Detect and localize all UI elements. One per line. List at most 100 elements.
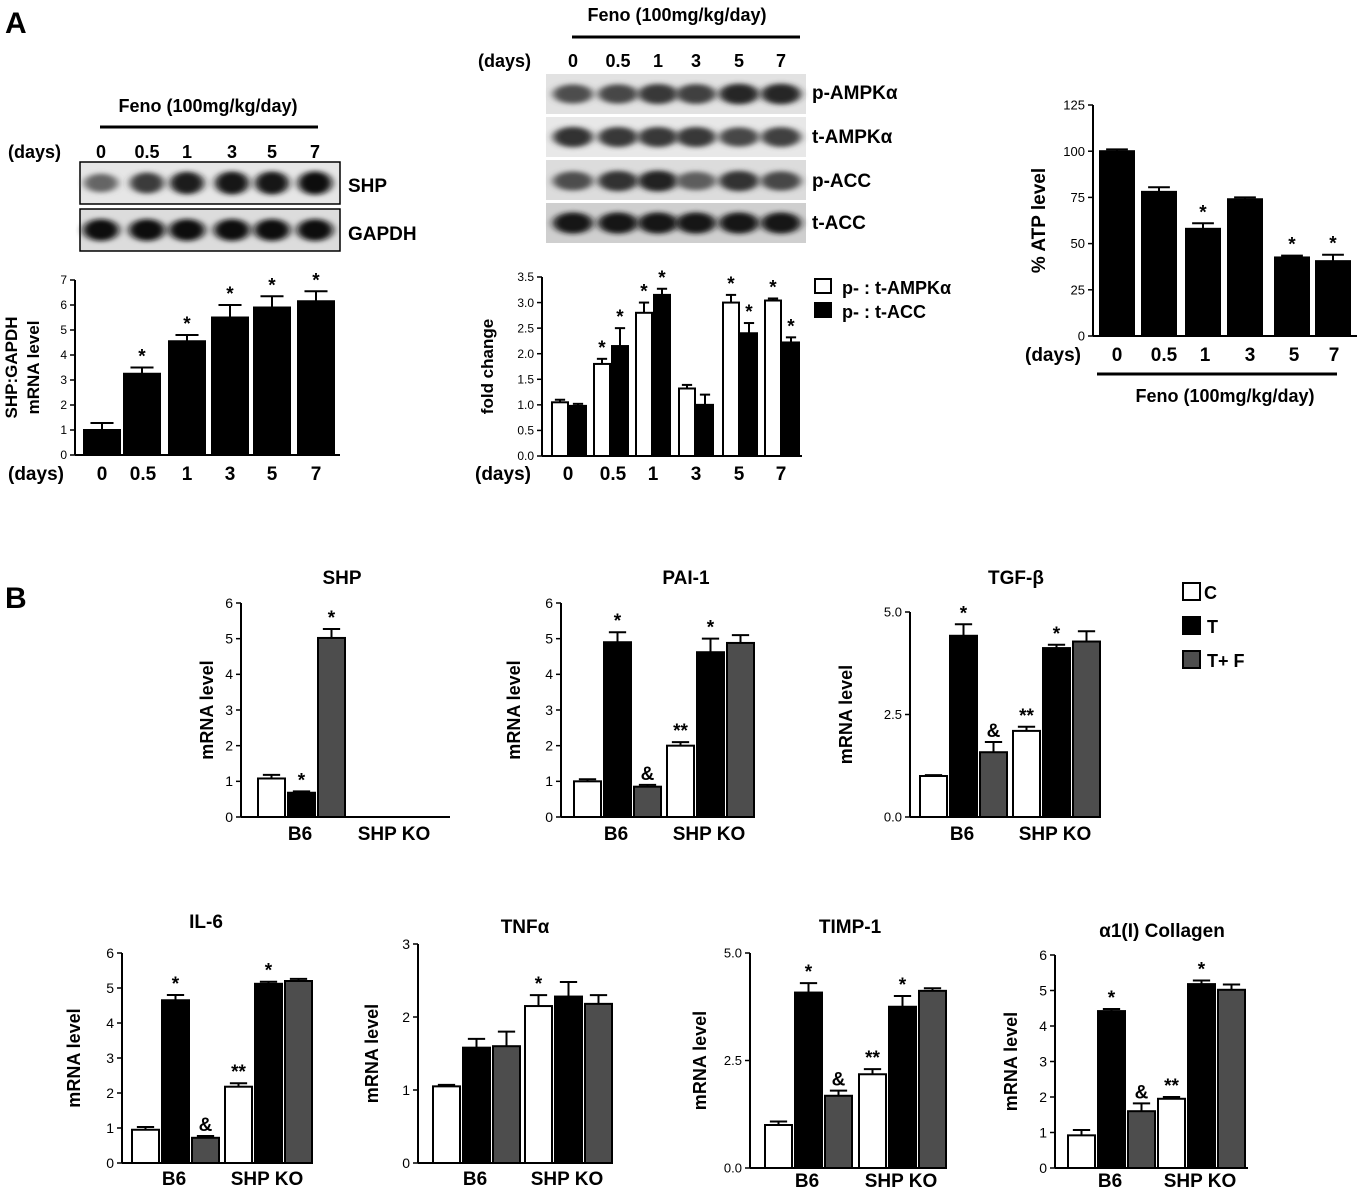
- chart-bar: [764, 1124, 793, 1169]
- blot-ampk-band: [676, 212, 716, 234]
- chart-x-tick-label: 0.5: [1151, 345, 1178, 366]
- chart-title: TNFα: [501, 917, 550, 938]
- chart-x-tick-label: 3: [1245, 345, 1256, 366]
- chart-y-axis-label: mRNA level: [836, 665, 856, 764]
- chart-shp_mrna: 0 1 2 3 4 5 6 mRNA level SHP * * B6 SHP KO: [197, 568, 450, 845]
- chart-y-tick-label: 0.5: [517, 424, 534, 438]
- chart-y-tick-label: 6: [60, 298, 67, 312]
- chart-bar: [603, 641, 632, 818]
- chart-y-tick-label: 0: [402, 1155, 410, 1171]
- chart-bar: [1012, 729, 1041, 819]
- chart-y-tick-label: 0: [1039, 1160, 1047, 1176]
- chart-x-tick-label: 7: [776, 464, 787, 485]
- chart-bar: [1187, 983, 1216, 1169]
- chart-y-tick-label: 0: [106, 1155, 114, 1171]
- chart-x-tick-label: SHP KO: [865, 1171, 938, 1192]
- chart-x-tick-label: B6: [795, 1171, 819, 1192]
- legend-label-tf: T+ F: [1207, 651, 1245, 671]
- blot-ampk-band: [638, 83, 678, 105]
- chart-bar: [287, 791, 316, 818]
- blot-ampk-band: [761, 83, 801, 105]
- chart-shp_timecourse: 0 1 2 3 4 5 6 7 SHP:GAPDH mRNA level * * * * * 0 0.5 1 3 5 7…: [2, 270, 340, 485]
- legend-label-t: T: [1207, 617, 1218, 637]
- chart-bar: [611, 345, 629, 457]
- blot-ampk-band: [598, 170, 638, 192]
- chart-bar: [211, 316, 249, 456]
- chart-bar: [1217, 988, 1246, 1169]
- chart-bar: [191, 1136, 220, 1165]
- chart-bar: [1127, 1110, 1156, 1169]
- chart-y-axis-label-line: mRNA level: [24, 321, 43, 415]
- chart-significance-mark: *: [1053, 624, 1061, 645]
- chart-y-tick-label: 3.5: [517, 270, 534, 284]
- chart-bar: [554, 995, 583, 1164]
- chart-title: TIMP-1: [819, 917, 882, 938]
- legend-swatch-c: [1182, 582, 1201, 601]
- chart-significance-mark: *: [226, 284, 234, 305]
- blot-gapdh-band: [129, 219, 165, 241]
- chart-x-tick-label: 5: [734, 464, 745, 485]
- chart-bar: [722, 301, 740, 458]
- blot-ampk-day-label: 3: [691, 51, 701, 71]
- chart-significance-mark: *: [727, 274, 735, 295]
- chart-significance-mark: *: [535, 974, 543, 995]
- blot-ampk-band: [761, 171, 801, 191]
- chart-x-tick-label: B6: [1098, 1171, 1122, 1192]
- chart-y-tick-label: 0: [225, 809, 233, 825]
- chart-bar: [918, 989, 947, 1170]
- chart-y-axis-label: mRNA level: [64, 1008, 84, 1107]
- legend-swatch-t: [1182, 616, 1201, 635]
- chart-y-tick-label: 1: [545, 773, 553, 789]
- chart-y-tick-label: 0.0: [517, 449, 534, 463]
- chart-y-tick-label: 4: [1039, 1018, 1047, 1034]
- chart-x-tick-label: 7: [1329, 345, 1340, 366]
- blot-ampk-band: [598, 84, 638, 104]
- chart-bar: [740, 332, 758, 457]
- panel-b-legend: C T T+ F: [1182, 582, 1245, 671]
- blot-shp-band: [170, 171, 204, 195]
- chart-bar: [794, 991, 823, 1169]
- chart-significance-mark: &: [641, 764, 655, 785]
- blot-ampk-band: [598, 212, 638, 234]
- legend-swatch-tf: [1182, 650, 1201, 669]
- blot-gapdh-band: [297, 219, 333, 241]
- chart-significance-mark: *: [1199, 202, 1207, 223]
- chart-bar: [1072, 640, 1101, 819]
- chart-x-tick-label: SHP KO: [1019, 824, 1092, 845]
- chart-bar: [317, 636, 346, 818]
- chart-y-tick-label: 6: [1039, 947, 1047, 963]
- chart-bar: [254, 982, 283, 1164]
- blot-ampk-band: [638, 170, 678, 192]
- chart-significance-mark: *: [138, 347, 146, 368]
- chart-bar: [83, 429, 121, 456]
- chart-title: SHP: [322, 568, 361, 589]
- chart-significance-mark: *: [899, 975, 907, 996]
- chart-x-tick-label: 0.5: [600, 464, 627, 485]
- chart-bar: [1274, 256, 1310, 337]
- chart-bar: [284, 980, 313, 1164]
- chart-y-tick-label: 0: [545, 809, 553, 825]
- blot-ampk-band: [719, 170, 759, 192]
- blot-ampk-band-label: t-AMPKα: [812, 127, 893, 148]
- chart-x-axis-label: (days): [475, 464, 531, 485]
- chart-significance-mark: *: [1288, 235, 1296, 256]
- chart-y-tick-label: 2.5: [724, 1053, 742, 1068]
- chart-bar: [1042, 647, 1071, 819]
- chart-bar: [949, 634, 978, 819]
- chart-tnfa_mrna: 0 1 2 3 mRNA level TNFα * B6 SHP KO: [362, 917, 613, 1190]
- chart-significance-mark: *: [1198, 960, 1206, 981]
- chart-significance-mark: *: [298, 770, 306, 791]
- panel-b-label: B: [5, 582, 27, 615]
- chart-significance-mark: *: [769, 277, 777, 298]
- chart-significance-mark: **: [1164, 1076, 1179, 1097]
- chart-bar: [569, 404, 587, 458]
- chart-x-tick-label: 5: [1289, 345, 1300, 366]
- chart-bar: [161, 999, 190, 1164]
- chart-legend-swatch: [814, 302, 832, 318]
- chart-bar: [593, 362, 611, 458]
- chart-y-tick-label: 6: [106, 945, 114, 961]
- blot-ampk-days-label: (days): [478, 51, 531, 71]
